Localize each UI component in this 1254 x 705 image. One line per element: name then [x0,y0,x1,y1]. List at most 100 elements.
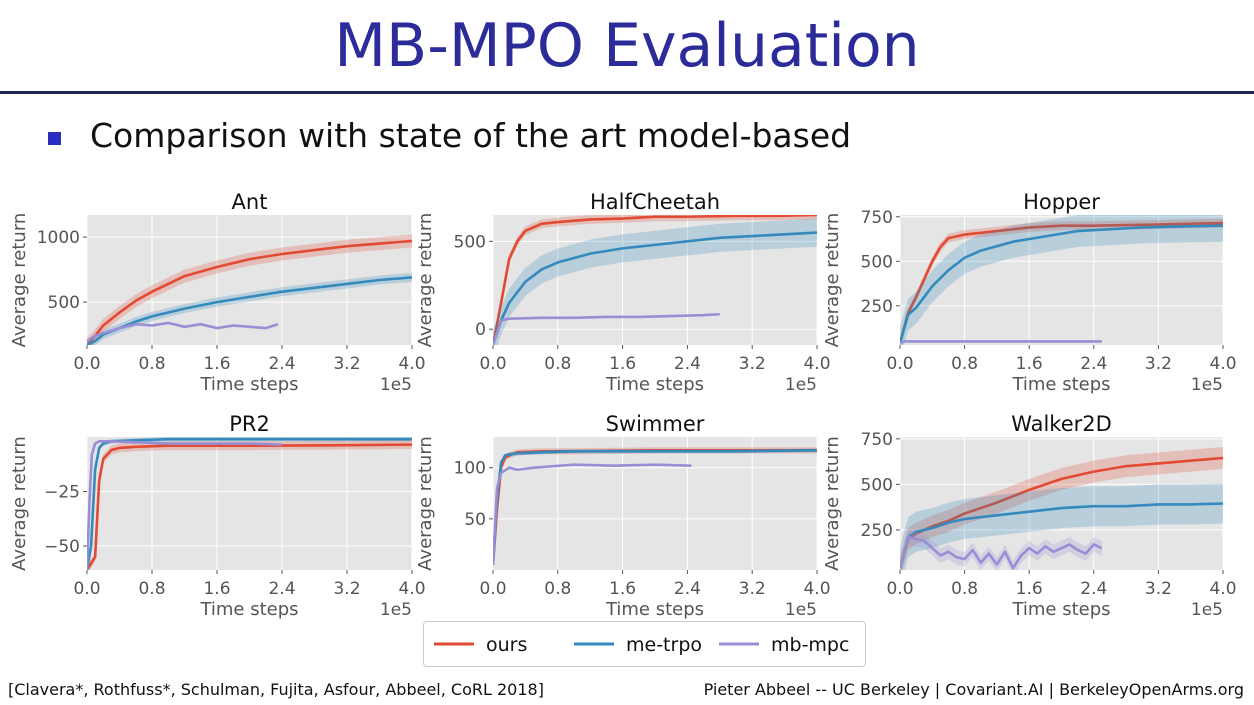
x-tick-label: 0.0 [886,579,913,599]
chart-ant: Ant 0.0 0.8 1.6 2.4 3.2 4.0 500 1000 Time steps 1e… [9,190,426,395]
x-tick-label: 2.4 [1080,354,1107,374]
line-mb-mpc [493,463,692,565]
x-axis-multiplier: 1e5 [380,375,412,395]
x-tick-label: 4.0 [398,354,425,374]
x-tick-label: 0.8 [544,354,571,374]
chart-halfcheetah: HalfCheetah 0.0 0.8 1.6 2.4 3.2 4.0 0 500 Time st… [415,190,831,395]
y-tick-label: 500 [861,475,893,495]
y-tick-label: 0 [475,320,486,340]
x-tick-label: 2.4 [674,354,701,374]
legend-label-mb-mpc: mb-mpc [771,634,849,656]
x-tick-label: 4.0 [803,354,830,374]
x-axis-multiplier: 1e5 [785,600,817,620]
y-tick-label: 750 [861,430,893,450]
x-tick-label: 4.0 [803,579,830,599]
series-group [900,447,1223,570]
x-tick-label: 4.0 [398,579,425,599]
x-tick-label: 2.4 [674,579,701,599]
band-ours [87,234,412,345]
chart-swimmer: Swimmer 0.0 0.8 1.6 2.4 3.2 4.0 50 100 Time steps… [415,412,831,620]
x-tick-label: 0.8 [951,579,978,599]
x-tick-label: 3.2 [333,354,360,374]
x-tick-label: 1.6 [609,579,636,599]
chart-title: Hopper [1023,190,1100,214]
x-tick-label: 1.6 [1016,579,1043,599]
line-me-trpo [900,224,1223,344]
chart-title: Swimmer [606,412,705,436]
y-tick-label: 500 [454,232,486,252]
y-tick-label: 500 [48,293,80,313]
legend-label-me-trpo: me-trpo [626,634,702,656]
bullet-text: Comparison with state of the art model-b… [90,116,852,155]
chart-title: HalfCheetah [590,190,720,214]
x-tick-label: 0.8 [138,579,165,599]
x-tick-label: 0.0 [479,354,506,374]
series-group [87,234,412,345]
chart-walker2d: Walker2D 0.0 0.8 1.6 2.4 3.2 4.0 250 500 750 Time … [822,412,1237,620]
plot-area [87,437,412,570]
line-mb-mpc [900,535,1103,570]
plot-area [493,437,817,570]
y-axis-label: Average return [9,213,30,348]
bullet-marker [48,132,61,145]
series-group [900,215,1223,345]
line-mb-mpc [493,312,720,345]
x-axis-label: Time steps [1011,599,1110,620]
y-tick-label: 750 [861,208,893,228]
x-tick-label: 0.0 [479,579,506,599]
x-tick-label: 0.0 [73,354,100,374]
x-axis-label: Time steps [605,374,704,395]
y-tick-label: −50 [44,537,80,557]
x-tick-label: 1.6 [1016,354,1043,374]
x-tick-label: 0.0 [886,354,913,374]
series-group [493,215,817,345]
y-axis-label: Average return [415,436,436,571]
credit: Pieter Abbeel -- UC Berkeley | Covariant… [703,680,1244,699]
x-tick-label: 0.8 [951,354,978,374]
x-tick-label: 2.4 [268,354,295,374]
line-mb-mpc [87,440,283,570]
y-tick-label: 500 [861,252,893,272]
x-axis-multiplier: 1e5 [1191,375,1223,395]
line-ours [87,239,412,345]
x-axis-label: Time steps [605,599,704,620]
chart-hopper: Hopper 0.0 0.8 1.6 2.4 3.2 4.0 250 500 750 Time st… [822,190,1237,395]
chart-title: Ant [232,190,268,214]
x-axis-multiplier: 1e5 [380,600,412,620]
chart-title: Walker2D [1011,412,1112,436]
series-group [87,437,412,570]
band-me-trpo [900,215,1223,345]
line-me-trpo [900,502,1223,569]
band-ours [493,215,817,345]
y-axis-label: Average return [822,213,843,348]
line-mb-mpc [87,321,279,343]
x-tick-label: 3.2 [739,354,766,374]
band-mb-mpc [900,529,1102,570]
band-me-trpo [493,218,817,345]
x-axis-label: Time steps [199,374,298,395]
x-axis-label: Time steps [199,599,298,620]
x-tick-label: 3.2 [1145,579,1172,599]
y-tick-label: 50 [464,510,486,530]
line-ours [493,215,817,345]
x-tick-label: 2.4 [1080,579,1107,599]
line-me-trpo [493,231,817,345]
series-group [493,447,817,568]
x-axis-multiplier: 1e5 [1191,600,1223,620]
legend-box: ours me-trpo mb-mpc [423,621,866,667]
y-tick-label: −25 [44,483,80,503]
y-tick-label: 250 [861,297,893,317]
title-rule [0,91,1254,94]
band-ours [900,447,1223,570]
legend-svg: ours me-trpo mb-mpc [434,634,849,656]
line-mb-mpc [900,340,1102,345]
x-tick-label: 4.0 [1209,354,1236,374]
chart-title: PR2 [229,412,270,436]
x-tick-label: 0.8 [138,354,165,374]
x-axis-multiplier: 1e5 [785,375,817,395]
line-ours [900,221,1223,344]
x-tick-label: 4.0 [1209,579,1236,599]
x-tick-label: 3.2 [333,579,360,599]
x-tick-label: 3.2 [739,579,766,599]
